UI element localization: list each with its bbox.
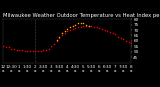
Text: Milwaukee Weather Outdoor Temperature vs Heat Index per Minute (24 Hours): Milwaukee Weather Outdoor Temperature vs…: [3, 13, 160, 18]
Point: [21, 49, 23, 50]
Point: [34, 50, 36, 51]
Point: [5, 47, 7, 48]
Point: [90, 25, 92, 26]
Point: [74, 27, 76, 29]
Point: [53, 43, 55, 45]
Point: [61, 35, 63, 36]
Point: [77, 26, 79, 27]
Point: [63, 33, 66, 34]
Point: [74, 24, 76, 25]
Point: [103, 29, 106, 31]
Point: [61, 33, 63, 34]
Point: [47, 48, 50, 49]
Point: [85, 24, 87, 25]
Point: [95, 26, 98, 27]
Point: [50, 46, 52, 47]
Point: [7, 47, 10, 48]
Point: [122, 38, 124, 39]
Point: [58, 36, 60, 37]
Point: [66, 28, 68, 30]
Point: [77, 23, 79, 24]
Point: [117, 36, 119, 37]
Point: [66, 30, 68, 32]
Point: [98, 27, 100, 29]
Point: [111, 33, 114, 34]
Point: [2, 46, 4, 47]
Point: [31, 50, 34, 51]
Point: [37, 50, 39, 51]
Point: [106, 30, 108, 32]
Point: [42, 49, 44, 50]
Point: [85, 25, 87, 26]
Point: [39, 50, 42, 51]
Point: [82, 23, 84, 24]
Point: [13, 48, 15, 49]
Point: [109, 31, 111, 33]
Point: [18, 49, 20, 50]
Point: [119, 37, 122, 38]
Point: [29, 50, 31, 51]
Point: [69, 29, 71, 31]
Point: [26, 50, 28, 51]
Point: [130, 42, 132, 44]
Point: [63, 30, 66, 32]
Point: [69, 26, 71, 27]
Point: [10, 48, 12, 49]
Point: [55, 40, 58, 42]
Point: [93, 26, 95, 27]
Point: [114, 34, 116, 35]
Point: [55, 39, 58, 40]
Point: [82, 25, 84, 26]
Point: [127, 41, 130, 43]
Point: [71, 25, 74, 26]
Point: [101, 28, 103, 30]
Point: [87, 25, 90, 26]
Point: [71, 28, 74, 30]
Point: [87, 25, 90, 26]
Point: [15, 49, 18, 50]
Point: [58, 37, 60, 38]
Point: [23, 50, 26, 51]
Point: [45, 49, 47, 50]
Point: [79, 23, 82, 24]
Point: [125, 40, 127, 42]
Point: [79, 26, 82, 27]
